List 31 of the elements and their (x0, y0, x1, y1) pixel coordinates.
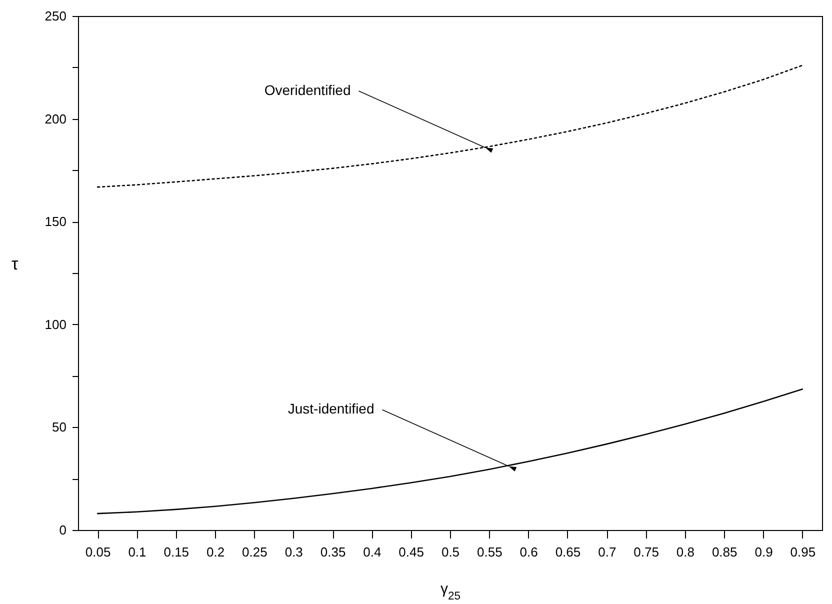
y-tick-label: 0 (59, 522, 66, 538)
x-tick-label: 0.75 (634, 544, 659, 560)
x-tick-label: 0.5 (441, 544, 460, 560)
x-tick-label: 0.15 (164, 544, 190, 560)
y-tick-label: 50 (52, 420, 66, 435)
y-tick-label: 100 (44, 316, 66, 332)
y-tick-label: 150 (44, 214, 66, 230)
x-axis-title: γ$_{25}$ (440, 580, 461, 602)
x-tick-label: 0.95 (790, 544, 816, 560)
x-tick-label: 0.85 (712, 544, 738, 560)
x-tick-label: 0.1 (128, 544, 146, 560)
x-tick-label: 0.65 (555, 544, 581, 560)
line-series (96, 64, 804, 188)
x-tick-label: 0.55 (477, 544, 502, 560)
x-tick-label: 0.9 (754, 544, 773, 560)
x-tick-label: 0.8 (676, 544, 694, 560)
annotation: Overidentified (264, 82, 351, 98)
annotation: Just-identified (288, 400, 374, 417)
line-series (96, 388, 804, 514)
x-tick-label: 0.05 (85, 544, 111, 560)
x-tick-label: 0.2 (206, 544, 225, 560)
x-tick-label: 0.3 (284, 544, 303, 560)
y-tick-label: 200 (44, 111, 66, 126)
x-tick-label: 0.7 (598, 544, 616, 560)
x-tick-label: 0.6 (520, 544, 538, 560)
y-tick-label: 250 (44, 8, 66, 24)
x-tick-label: 0.45 (398, 544, 424, 560)
y-axis-title: τ (11, 254, 18, 274)
x-tick-label: 0.25 (242, 544, 268, 560)
x-tick-label: 0.35 (320, 544, 346, 560)
x-tick-label: 0.4 (363, 544, 382, 560)
